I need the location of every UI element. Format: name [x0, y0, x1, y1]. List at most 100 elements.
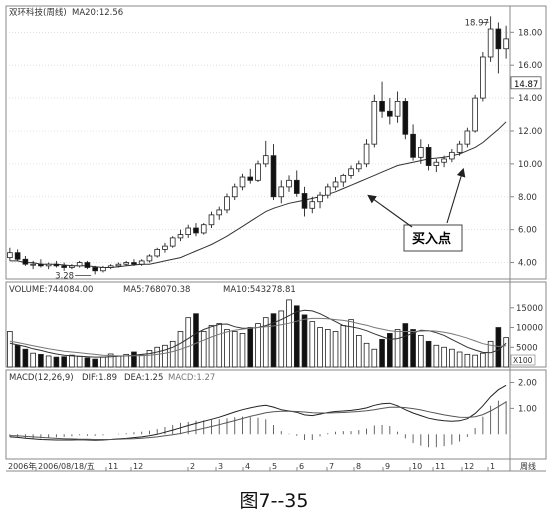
volume-ma10-label: MA10:543278.81 [223, 285, 296, 295]
price-tick-label: 16.00 [518, 61, 542, 71]
price-tick-label: 6.00 [518, 226, 537, 236]
candlesticks [7, 16, 509, 275]
ma20-line [9, 121, 507, 268]
buy-point-arrow-left [367, 194, 413, 228]
volume-bar [394, 329, 401, 368]
candle-body [387, 110, 393, 117]
candle-body [340, 174, 347, 183]
candle-body [418, 147, 424, 158]
volume-bar [371, 348, 378, 368]
volume-bar [433, 344, 440, 368]
time-tick-label: 4 [245, 462, 250, 471]
time-axis: 2006年 2006/08/18/五 11 12 2 3 4 5 6 7 8 9 10 11 12 1 周线 [8, 461, 536, 471]
buy-point-box [403, 224, 463, 252]
candle-body [262, 155, 269, 165]
candle-body [456, 143, 463, 153]
volume-bar [76, 355, 83, 368]
candle-body [162, 245, 168, 250]
time-tick-label: 5 [272, 462, 277, 471]
volume-bar [255, 323, 261, 368]
macd-dea-line [9, 401, 507, 440]
volume-bar [146, 350, 153, 368]
volume-bar [332, 331, 339, 368]
candle-body [107, 265, 114, 268]
time-tick-label: 10 [412, 462, 422, 471]
time-tick-label: 2006年 [8, 461, 36, 471]
price-tick-label: 10.00 [518, 160, 542, 170]
candle-body [348, 168, 354, 176]
macd-dif-line [9, 384, 507, 441]
volume-bar [410, 329, 416, 368]
candle-body [278, 186, 285, 198]
candle-body [131, 262, 137, 265]
price-tick-label: 8.00 [518, 193, 537, 203]
time-tick-label: 6 [299, 462, 304, 471]
candle-body [53, 263, 60, 267]
candle-body [30, 263, 36, 266]
price-annotations: 18.97 3.28 买入点 [55, 18, 489, 281]
high-price-label: 18.97 [465, 18, 489, 28]
volume-bar [231, 331, 238, 368]
candle-body [441, 158, 447, 163]
last-price-tag [510, 76, 542, 90]
volume-ma5-label: MA5:768070.38 [123, 285, 190, 295]
candle-body [92, 267, 98, 272]
candle-body [239, 176, 246, 188]
volume-bar [317, 327, 323, 368]
candle-body [433, 161, 440, 166]
candle-body [224, 196, 230, 211]
volume-value-label: VOLUME:744084.00 [9, 285, 93, 295]
volume-bar [61, 356, 67, 368]
macd-axis: 1.00 2.00 [510, 378, 537, 414]
volume-bar [355, 335, 362, 368]
time-tick-label: 11 [108, 462, 118, 471]
candle-body [138, 260, 145, 265]
candle-body [355, 163, 362, 170]
figure-caption: 图7--35 [239, 490, 309, 512]
volume-bar [487, 340, 494, 368]
candle-body [146, 255, 153, 262]
volume-bar [69, 354, 75, 368]
volume-bar [84, 357, 91, 368]
candle-body [61, 265, 67, 268]
volume-unit-box [510, 354, 536, 366]
volume-bar [200, 331, 207, 368]
volume-bar [123, 353, 129, 368]
macd-dea-label: DEA:1.25 [124, 373, 163, 383]
candle-body [286, 179, 292, 188]
volume-bar [100, 356, 106, 368]
volume-bar [348, 319, 354, 368]
candle-body [480, 56, 486, 99]
candle-body [193, 227, 199, 234]
candle-body [7, 252, 13, 259]
volume-bar [7, 331, 13, 368]
candle-body [487, 28, 494, 58]
candle-body [270, 155, 277, 198]
chart-frames [5, 5, 547, 472]
volume-bar [441, 346, 447, 368]
candle-body [231, 186, 238, 198]
volume-bar [45, 355, 52, 368]
volume-bar [270, 313, 277, 368]
time-tick-label: 9 [385, 462, 390, 471]
volume-bar [53, 356, 60, 368]
volume-bar [131, 351, 137, 368]
candle-body [379, 100, 385, 112]
volume-tick-label: 5000 [516, 343, 538, 353]
volume-bar [138, 354, 145, 368]
volume-bar [495, 327, 502, 368]
volume-bar [293, 305, 300, 368]
volume-bar [503, 337, 509, 368]
volume-bar [115, 355, 122, 368]
volume-bar [169, 340, 176, 368]
candle-body [410, 133, 416, 158]
macd-tick-label: 2.00 [518, 378, 537, 388]
candle-body [503, 38, 509, 50]
volume-bar [286, 299, 292, 368]
candle-body [123, 262, 129, 265]
volume-bar [107, 353, 114, 368]
volume-ma-lines [9, 309, 507, 358]
macd-dif-label: DIF:1.89 [82, 373, 117, 383]
volume-bar [247, 327, 254, 368]
volume-bar [379, 338, 385, 368]
